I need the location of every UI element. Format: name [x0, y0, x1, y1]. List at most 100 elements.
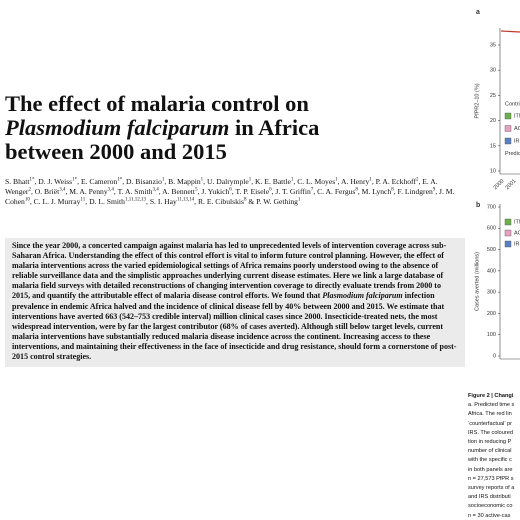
caption-line: with the specific c	[468, 457, 512, 464]
author-affiliation: 1*	[117, 177, 123, 183]
author-name: A. Henry	[341, 177, 370, 186]
title-line: Plasmodium falciparum in Africa	[5, 116, 385, 140]
author-separator: ,	[113, 187, 118, 197]
caption-line: a. Predicted time s	[468, 402, 515, 409]
author-separator: ,	[337, 177, 342, 186]
caption-line: n = 27,573 PfPR s	[468, 475, 514, 482]
y-tick-label: 30	[490, 68, 496, 74]
abstract-text: Since the year 2000, a concerted campaig…	[12, 241, 447, 301]
author-affiliation: 2	[415, 177, 419, 183]
author-separator: ,	[313, 187, 318, 197]
author-name: S. Bhatt	[5, 177, 30, 186]
legend-swatch	[504, 125, 512, 132]
author-name: S. I. Hay	[149, 197, 177, 207]
x-tick-label: 2001	[505, 178, 518, 191]
author-name: P. W. Gething	[256, 197, 298, 207]
author-name: U. Dalrymple	[206, 177, 249, 186]
author-affiliation: 1	[297, 197, 301, 203]
abstract-text: Plasmodium falciparum	[322, 291, 403, 301]
caption-line: ‘counterfactual’ pr	[468, 420, 512, 427]
author-name: T. P. Eisele	[235, 187, 270, 197]
author-separator: ,	[65, 187, 70, 197]
author-affiliation: 1	[248, 177, 252, 183]
author-name: R. E. Cibulskis	[197, 197, 244, 207]
author-affiliation: 1,11,12,13	[124, 197, 147, 203]
legend-label: ITN	[514, 219, 520, 225]
y-tick-label: 10	[490, 168, 496, 174]
author-separator: ,	[197, 187, 202, 197]
title-text: in Africa	[229, 115, 320, 140]
legend-label: ACT	[514, 230, 520, 236]
author-name: P. A. Eckhoff	[375, 177, 416, 186]
y-tick-label: 300	[487, 290, 496, 296]
author-affiliation: 2	[28, 187, 31, 193]
caption-line: Africa. The red lin	[468, 411, 512, 418]
panel-label: a	[476, 9, 480, 16]
author-affiliation: 5	[195, 187, 198, 193]
author-affiliation: 8	[243, 197, 247, 203]
author-name: C. A. Fergus	[317, 187, 356, 197]
legend-label: ACT	[514, 126, 520, 132]
author-affiliation: 3,4	[59, 187, 66, 193]
title-text: between 2000 and 2015	[5, 139, 227, 164]
title-line: between 2000 and 2015	[5, 140, 385, 164]
caption-line: in both panels are	[468, 466, 513, 473]
legend-label: IRS	[514, 241, 520, 247]
author-separator: ,	[164, 177, 169, 186]
caption-line: IRS. The coloured	[468, 429, 513, 436]
abstract: Since the year 2000, a concerted campaig…	[5, 238, 465, 367]
author-name: D. Bisanzio	[126, 177, 162, 186]
author-separator: ,	[194, 197, 198, 207]
predicted-line	[500, 30, 520, 33]
title-text: Plasmodium falciparum	[5, 115, 230, 140]
author-separator: ,	[293, 177, 298, 186]
author-affiliation: 1	[335, 177, 338, 183]
y-tick-label: 700	[487, 204, 496, 210]
author-name: C. L. J. Murray	[33, 197, 81, 207]
caption-line: tion in reducing P	[468, 439, 512, 446]
author-name: A. Bennett	[162, 187, 196, 197]
title-line: The effect of malaria control on	[5, 92, 385, 116]
y-tick-label: 0	[493, 353, 496, 359]
y-axis-label: Cases averted (millions)	[474, 252, 480, 311]
legend-swatch	[504, 240, 512, 248]
author-separator: ,	[158, 187, 163, 197]
y-tick-label: 200	[487, 311, 496, 317]
authors: S. Bhatt1*, D. J. Weiss1*, E. Cameron1*,…	[5, 177, 467, 208]
legend-swatch	[504, 218, 512, 226]
abstract-text: infection prevalence in endemic Africa h…	[12, 291, 457, 362]
legend-title: Contrib	[505, 101, 520, 107]
author-separator: ,	[30, 187, 35, 197]
y-tick-label: 35	[490, 42, 496, 48]
x-tick-label: 2000	[493, 178, 506, 191]
legend-swatch	[504, 137, 512, 145]
author-separator: ,	[418, 177, 423, 186]
author-separator: ,	[393, 187, 398, 197]
author-name: B. Mappin	[168, 177, 201, 186]
author-affiliation: 10	[24, 197, 30, 203]
author-name: M. Lynch	[361, 187, 392, 197]
y-tick-label: 20	[490, 118, 496, 124]
author-separator: ,	[251, 177, 256, 186]
author-name: J. M. Cohen	[5, 187, 455, 207]
caption-line: n = 30 active-cas	[468, 512, 511, 519]
author-separator: ,	[34, 177, 39, 186]
author-name: D. J. Weiss	[38, 177, 73, 186]
author-affiliation: 1*	[29, 177, 35, 183]
author-affiliation: 1	[161, 177, 165, 183]
author-name: J. T. Griffin	[275, 187, 311, 197]
legend-label: Predic	[505, 151, 520, 157]
author-name: E. Cameron	[80, 177, 118, 186]
author-separator: ,	[122, 177, 127, 186]
author-separator: ,	[371, 177, 376, 186]
author-affiliation: 1	[369, 177, 372, 183]
author-name: D. L. Smith	[89, 197, 125, 207]
author-separator: ,	[435, 187, 440, 197]
author-affiliation: 3,4	[152, 187, 159, 193]
author-name: T. A. Smith	[117, 187, 153, 197]
figure: a 35 30 25 20 15 10 PfPR2–10 (%) Contrib ITN ACT IR…	[465, 0, 520, 520]
y-tick-label: 500	[487, 247, 496, 253]
caption-line: Figure 2 | Changi	[468, 393, 514, 399]
author-name: C. L. Moyes	[297, 177, 336, 186]
